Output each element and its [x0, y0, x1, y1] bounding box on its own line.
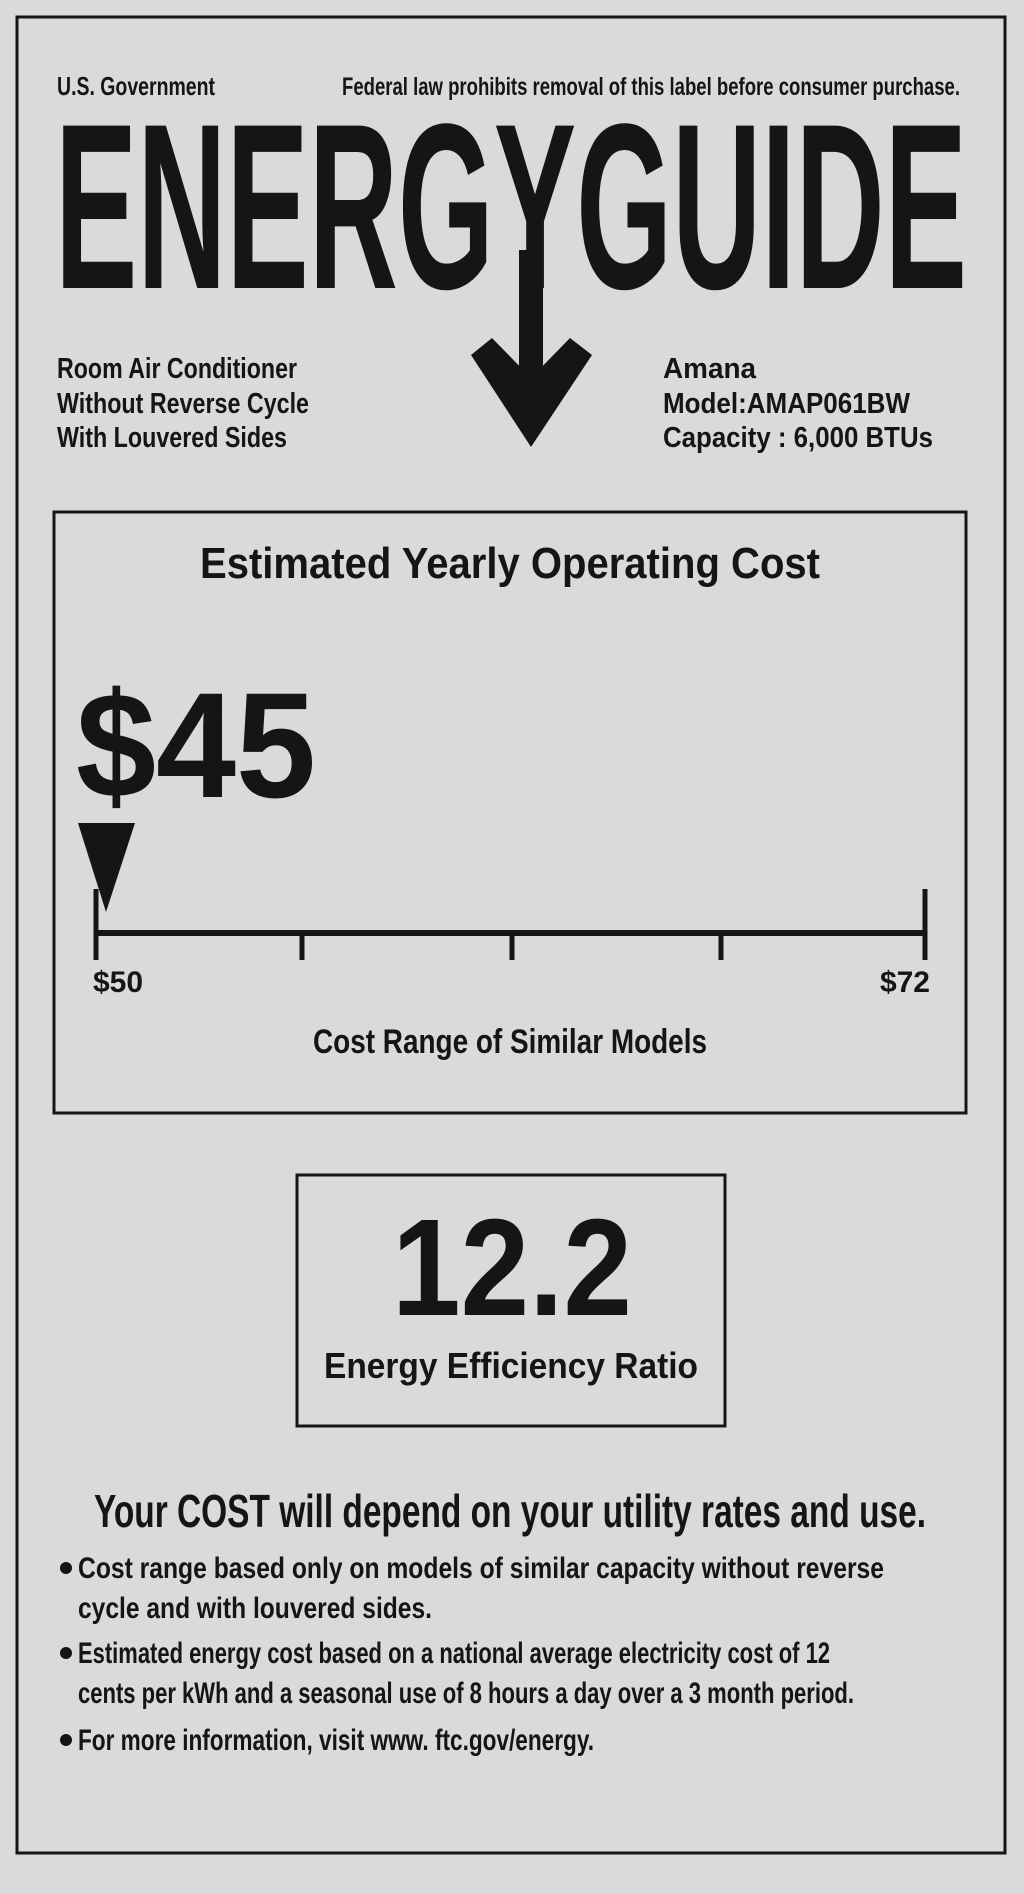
arrow	[471, 250, 592, 447]
cost-pointer	[78, 823, 135, 912]
cost-box	[52, 510, 968, 1115]
bullet-text: For more information, visit www. ftc.gov…	[78, 1724, 594, 1757]
range-high: $72	[880, 966, 930, 999]
manufacturer-line: Model:AMAP061BW	[663, 388, 911, 420]
bullet-dot	[60, 1647, 72, 1659]
range-caption: Cost Range of Similar Models	[313, 1023, 707, 1061]
efficiency-label: Energy Efficiency Ratio	[324, 1345, 698, 1386]
bullet-list: Cost range based only on models of simil…	[60, 1552, 884, 1757]
cost-title: Estimated Yearly Operating Cost	[200, 539, 820, 588]
notice: Federal law prohibits removal of this la…	[342, 73, 960, 101]
manufacturer-line: Capacity : 6,000 BTUs	[663, 422, 933, 454]
manufacturer-line: Amana	[663, 353, 757, 385]
product-line: Room Air Conditioner	[57, 353, 297, 385]
arrow-head	[471, 338, 592, 447]
range-low: $50	[93, 966, 143, 999]
efficiency-box	[295, 1173, 727, 1428]
cost-amount: $45	[76, 661, 316, 829]
bullet-text: Cost range based only on models of simil…	[78, 1552, 884, 1585]
efficiency-value: 12.2	[392, 1191, 632, 1345]
product-line: With Louvered Sides	[57, 422, 287, 454]
main-title: ENERGYGUIDE	[55, 75, 967, 339]
footer-headline: Your COST will depend on your utility ra…	[94, 1485, 926, 1537]
bullet-text: cycle and with louvered sides.	[78, 1592, 432, 1625]
product-line: Without Reverse Cycle	[57, 388, 309, 420]
bullet-text: cents per kWh and a seasonal use of 8 ho…	[78, 1677, 854, 1710]
bullet-dot	[60, 1562, 72, 1574]
bullet-dot	[60, 1734, 72, 1746]
cost-scale	[93, 889, 928, 960]
arrow-stem	[519, 250, 543, 390]
agency: U.S. Government	[57, 71, 215, 101]
bullet-text: Estimated energy cost based on a nationa…	[78, 1637, 830, 1670]
